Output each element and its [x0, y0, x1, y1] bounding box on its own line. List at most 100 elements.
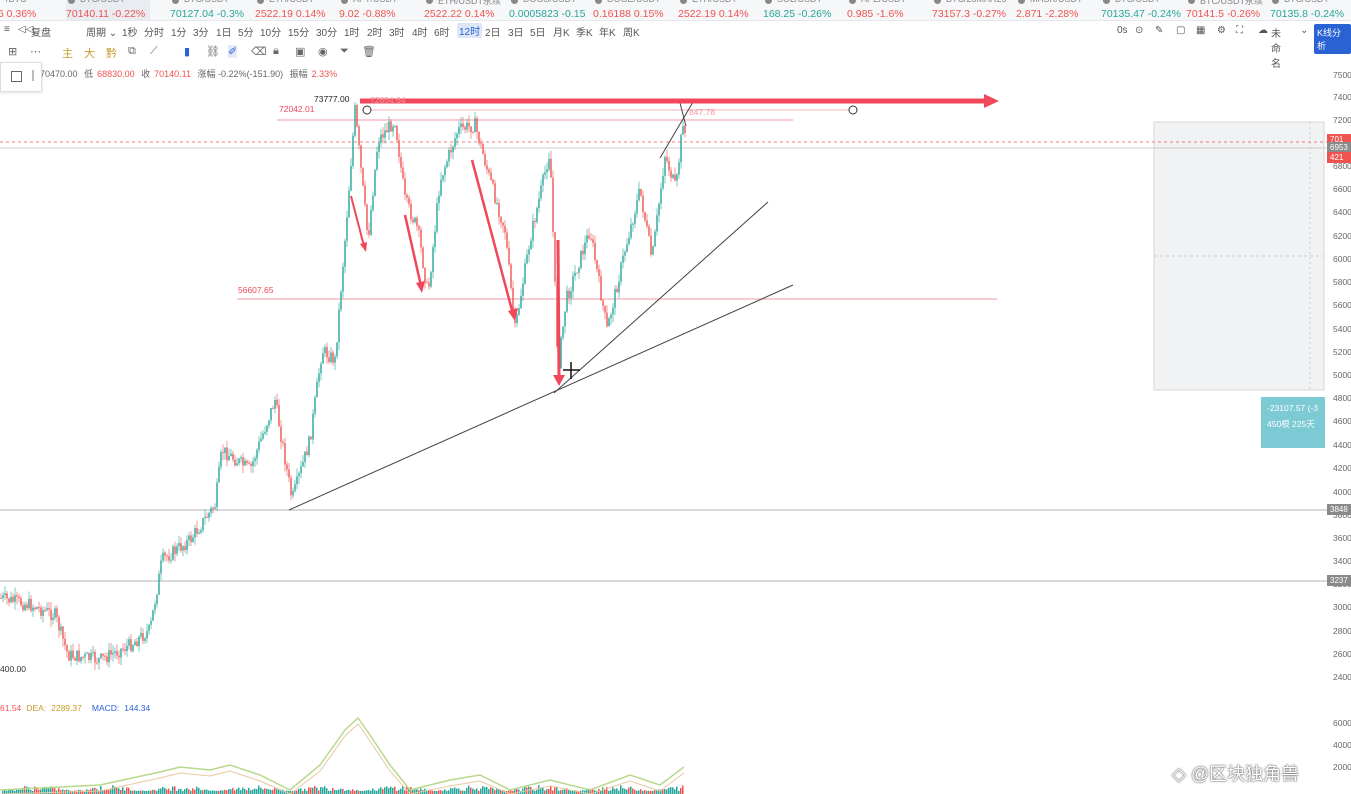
candle-body — [118, 655, 120, 658]
macd-bar — [10, 789, 12, 794]
candle-body — [644, 212, 646, 221]
period-2[interactable]: 1秒 — [122, 28, 138, 39]
candle-body — [102, 653, 104, 656]
period-8[interactable]: 10分 — [260, 28, 282, 39]
macd-bar — [208, 790, 210, 794]
macd-bar — [280, 790, 282, 794]
ticker-12[interactable]: MASK/USDT 2.871 -2.28% — [1016, 0, 1100, 20]
period-22[interactable]: 年K — [599, 28, 616, 39]
main-chart-button[interactable]: 主 — [62, 48, 73, 60]
eye-icon[interactable]: ◉ — [318, 46, 328, 58]
line-handle-left[interactable] — [362, 105, 372, 115]
ticker-4[interactable]: APT/USDT 9.02 -0.88% — [339, 0, 423, 20]
period-1[interactable]: 周期 ⌄ — [86, 28, 118, 39]
bookmark-icon[interactable]: ▮ — [184, 46, 191, 58]
coin-icon — [1188, 0, 1195, 4]
square-icon[interactable] — [11, 71, 22, 82]
macd-bar — [388, 788, 390, 794]
period-13[interactable]: 3时 — [389, 28, 405, 39]
period-0[interactable]: 复盘 — [31, 28, 51, 39]
ticker-15[interactable]: BTC/USDT 70135.8 -0.24% — [1270, 0, 1351, 20]
replay-icon[interactable]: ◁◁ — [18, 24, 34, 35]
period-6[interactable]: 1日 — [216, 28, 232, 39]
trendline-recent-2[interactable] — [679, 102, 687, 127]
period-10[interactable]: 30分 — [316, 28, 338, 39]
ticker-10[interactable]: APE/USDT 0.985 -1.6% — [847, 0, 931, 20]
trendline-lower[interactable] — [288, 284, 794, 511]
lock-icon[interactable]: 🔒︎ — [273, 45, 279, 57]
macd-bar — [390, 786, 392, 794]
period-12[interactable]: 2时 — [367, 28, 383, 39]
line-handle-right[interactable] — [848, 105, 858, 115]
eraser-icon[interactable]: ⌫ — [251, 46, 267, 58]
filter-icon[interactable]: ⏷ — [340, 45, 349, 57]
macd-bar — [438, 790, 440, 794]
candle-body — [382, 134, 384, 138]
big-chart-button[interactable]: 大 — [84, 48, 95, 60]
ticker-13[interactable]: BTC/USDT 70135.47 -0.24% — [1101, 0, 1185, 20]
ticker-6[interactable]: DOGS/USDT 0.0005823 -0.15 — [509, 0, 593, 20]
pen-tool-icon[interactable]: ✐ — [228, 45, 238, 58]
period-18[interactable]: 3日 — [508, 28, 524, 39]
ticker-9[interactable]: SOL/USDT 168.25 -0.26% — [763, 0, 847, 20]
ticker-11[interactable]: BTC/26MAR25 73157.3 -0.27% — [932, 0, 1016, 20]
image-icon[interactable]: ▣ — [295, 46, 306, 58]
ticker-14[interactable]: BTC/USDT永续 70141.5 -0.26% — [1186, 0, 1270, 20]
period-14[interactable]: 4时 — [412, 28, 428, 39]
ticker-8[interactable]: ETH/USDT 2522.19 0.14% — [678, 0, 762, 20]
period-7[interactable]: 5分 — [238, 28, 254, 39]
candle-body — [508, 247, 510, 265]
period-20[interactable]: 月K — [553, 28, 570, 39]
more-icon[interactable]: ⋯ — [30, 46, 41, 58]
macd-bar — [466, 787, 468, 794]
period-19[interactable]: 5日 — [530, 28, 546, 39]
candle-body — [552, 177, 554, 232]
drawing-style-popup[interactable] — [0, 62, 42, 92]
trendline-upper[interactable] — [553, 201, 769, 394]
ticker-0[interactable]: /BTC 96 0.36% — [0, 0, 76, 20]
period-15[interactable]: 6时 — [434, 28, 450, 39]
candle-body — [310, 436, 312, 440]
ticker-5[interactable]: ETH/USDT永续 2522.22 0.14% — [424, 0, 508, 20]
candle-body — [494, 183, 496, 204]
candle-body — [676, 174, 678, 181]
candle-body — [176, 546, 178, 554]
macd-bar — [512, 790, 514, 794]
period-21[interactable]: 季K — [576, 28, 593, 39]
candle-body — [402, 167, 404, 179]
macd-bar — [110, 789, 112, 794]
ticker-2[interactable]: BTC/USDT 70127.04 -0.3% — [170, 0, 254, 20]
ticker-1[interactable]: BTC/USDT 70140.11 -0.22% — [66, 0, 150, 20]
macd-bar — [200, 790, 202, 794]
period-3[interactable]: 分时 — [144, 28, 164, 39]
macd-bar — [530, 787, 532, 794]
period-16[interactable]: 12时 — [457, 23, 483, 38]
candle-body — [486, 165, 488, 170]
period-9[interactable]: 15分 — [288, 28, 310, 39]
period-5[interactable]: 3分 — [193, 28, 209, 39]
compare-icon[interactable]: ⧉ — [128, 45, 136, 57]
bear-button[interactable]: 黔 — [106, 48, 117, 60]
period-23[interactable]: 周K — [623, 28, 640, 39]
menu-icon[interactable]: ≡ — [4, 24, 10, 35]
trash-icon[interactable]: 🗑︎ — [362, 46, 376, 58]
period-11[interactable]: 1时 — [344, 28, 360, 39]
price-tick: 7200 — [1333, 115, 1351, 125]
period-4[interactable]: 1分 — [171, 28, 187, 39]
macd-bar — [412, 789, 414, 794]
macd-bar — [540, 788, 542, 794]
add-indicator-icon[interactable]: ⊞ — [8, 46, 18, 58]
ticker-3[interactable]: ETH/USDT 2522.19 0.14% — [255, 0, 339, 20]
candle-body — [146, 631, 148, 639]
drag-handle[interactable] — [32, 70, 34, 81]
macd-bar — [226, 790, 228, 794]
link-icon[interactable]: ⛓ — [206, 46, 220, 58]
amp-label: 振幅 — [289, 69, 308, 79]
ticker-7[interactable]: DOGE/USDT 0.16188 0.15% — [593, 0, 677, 20]
line-tool-icon[interactable]: ⟋ — [150, 45, 158, 57]
period-17[interactable]: 2日 — [485, 28, 501, 39]
k-analysis-button[interactable]: K线分析 — [1314, 24, 1351, 54]
trendline-recent[interactable] — [659, 101, 694, 159]
price-tick: 7400 — [1333, 92, 1351, 102]
